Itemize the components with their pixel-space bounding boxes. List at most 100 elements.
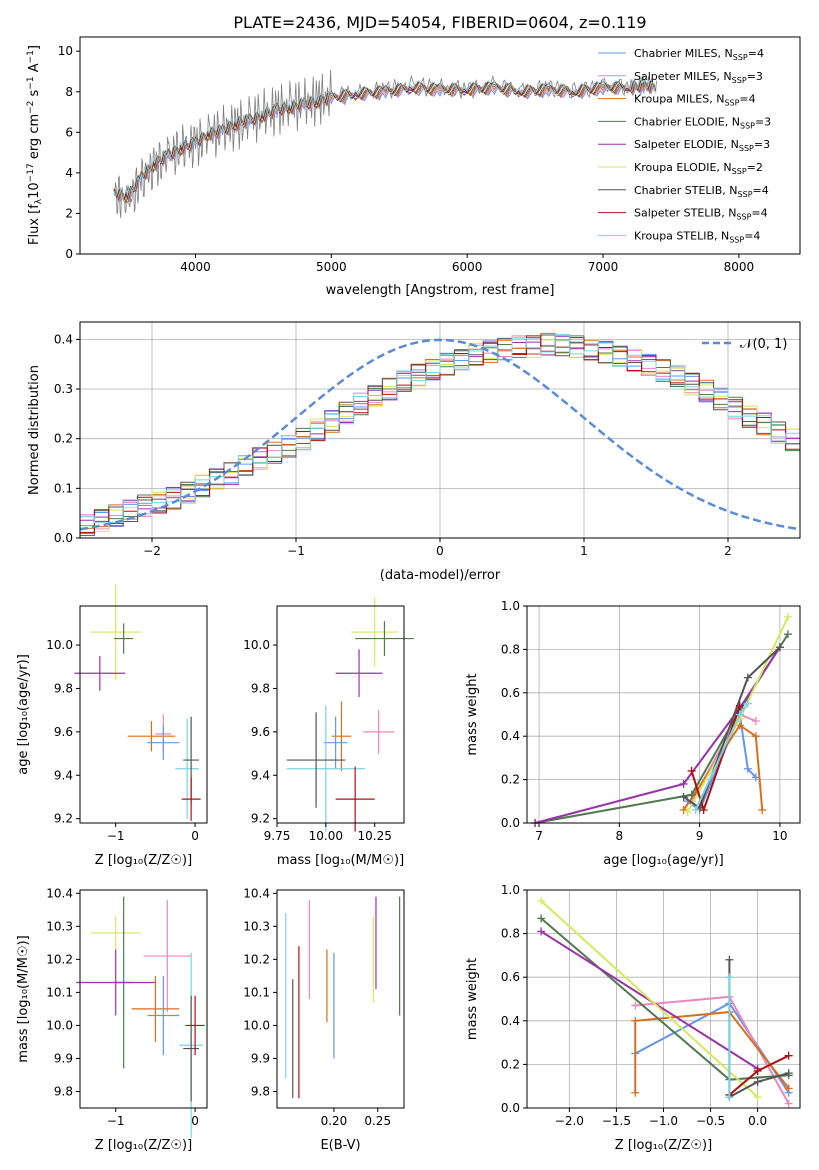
y-tick-label: 0.4 [54,332,73,346]
legend-label-5: Salpeter ELODIE, NSSP=3 [634,138,770,153]
y-tick-label: 0.1 [54,481,73,495]
weight-marker [751,732,760,741]
y-tick-label: 9.2 [54,812,73,826]
legend-label-7: Chabrier STELIB, NSSP=4 [634,184,769,199]
x-tick-label: 7000 [588,260,619,274]
panel-xlabel: Z [log₁₀(Z/Z☉)] [95,1138,192,1153]
weight-marker [743,699,752,708]
y-tick-label: 0.8 [501,642,520,656]
weight-marker [725,1093,734,1102]
legend-label-8: Salpeter STELIB, NSSP=4 [634,207,768,222]
x-tick-label: 0 [191,829,199,843]
x-tick-label: −1 [107,829,125,843]
panel-frame [526,605,801,824]
y-tick-label: 10.1 [243,985,270,999]
y-tick-label: 10 [58,44,73,58]
weight-marker [679,805,688,814]
residual-xlabel: (data-model)/error [380,568,501,583]
massweight-vs-age-panel: 7 8 9 10 0.0 0.2 0.4 0.6 0.8 1.0 age [log₁₀(age/yr… [465,599,801,868]
y-tick-label: 9.4 [54,768,73,782]
x-tick-label: −1 [107,1114,125,1128]
weight-marker [691,805,700,814]
x-tick-label: 1 [580,544,588,558]
x-tick-label: 10 [772,829,787,843]
panel-frame [276,889,405,1109]
x-tick-label: −1.0 [649,1114,678,1128]
y-tick-label: 0.0 [54,531,73,545]
x-tick-label: 8 [616,829,624,843]
x-tick-label: 10.00 [309,829,343,843]
x-tick-label: −2 [143,544,161,558]
spectrum-frame [79,36,801,255]
weight-marker [775,643,784,652]
weight-marker [537,927,546,936]
weight-line-7 [683,646,781,810]
panel-frame [79,605,208,824]
y-tick-label: 2 [65,206,73,220]
weight-marker [725,973,734,982]
mass-vs-z-panel: −1 0 9.8 9.9 10.0 10.1 10.2 10.3 10.4 Z [log₁₀(Z/… [16,886,208,1153]
y-tick-label: 0 [65,247,73,261]
age-vs-z-panel: −1 0 9.2 9.4 9.6 9.8 10.0 Z [log₁₀(Z/Z☉)] age [l… [16,584,208,868]
weight-line-3 [634,1011,790,1093]
model-spectrum-9 [113,77,657,200]
x-tick-label: 0.20 [321,1114,348,1128]
spectrum-title: PLATE=2436, MJD=54054, FIBERID=0604, z=0… [233,13,646,32]
spectrum-legend: Chabrier MILES, NSSP=4 Salpeter MILES, NS… [598,47,771,244]
residual-panel: −2 −1 0 1 2 0.0 0.1 0.2 0.3 0.4 (data-model)/erro… [27,321,801,583]
y-tick-label: 1.0 [501,883,520,897]
y-tick-label: 0.4 [501,1014,520,1028]
weight-marker [725,955,734,964]
age-vs-mass-panel: 9.75 10.00 10.25 9.2 9.4 9.6 9.8 10.0 mass [log₁… [243,597,414,868]
legend-label-9: Kroupa STELIB, NSSP=4 [634,229,760,244]
x-tick-label: 5000 [316,260,347,274]
y-tick-label: 9.9 [251,1051,270,1065]
panel-ylabel: mass weight [465,958,480,1040]
y-tick-label: 10.0 [243,1018,270,1032]
x-tick-label: 9.75 [264,829,291,843]
y-tick-label: 1.0 [501,599,520,613]
weight-marker [683,808,692,817]
weight-marker [743,673,752,682]
weight-marker [783,612,792,621]
weight-marker [784,1099,793,1108]
weight-marker [631,1016,640,1025]
weight-marker [784,1051,793,1060]
legend-label-6: Kroupa ELODIE, NSSP=2 [634,161,763,176]
y-tick-label: 10.3 [243,919,270,933]
weight-marker [753,1066,762,1075]
panel-ylabel: mass weight [465,673,480,755]
panel-xlabel: mass [log₁₀(M/M☉)] [277,853,404,868]
massweight-vs-z-panel: −2.0 −1.5 −1.0 −0.5 0.0 0.0 0.2 0.4 0.6 0.8 1.0 Z [… [465,883,801,1153]
panel-xlabel: Z [log₁₀(Z/Z☉)] [615,1138,712,1153]
y-tick-label: 9.8 [54,681,73,695]
weight-marker [735,710,744,719]
y-tick-label: 9.9 [54,1051,73,1065]
legend-label-2: Salpeter MILES, NSSP=3 [634,70,763,85]
spectrum-panel: PLATE=2436, MJD=54054, FIBERID=0604, z=0… [26,13,801,298]
weight-marker [784,1084,793,1093]
x-tick-label: 4000 [180,260,211,274]
x-tick-label: −1.5 [602,1114,631,1128]
x-tick-label: −1 [287,544,305,558]
y-tick-label: 9.8 [54,1084,73,1098]
histogram-9 [80,333,800,524]
weight-marker [751,717,760,726]
weight-marker [758,805,767,814]
y-tick-label: 0.8 [501,927,520,941]
y-tick-label: 10.2 [46,952,73,966]
y-tick-label: 9.2 [251,812,270,826]
weight-marker [679,779,688,788]
y-tick-label: 9.6 [251,725,270,739]
weight-marker [687,790,696,799]
x-tick-label: 6000 [452,260,483,274]
y-tick-label: 0.0 [501,816,520,830]
weight-marker [687,766,696,775]
y-tick-label: 0.4 [501,729,520,743]
y-tick-label: 9.8 [251,681,270,695]
y-tick-label: 10.2 [243,952,270,966]
mass-vs-ebv-panel: 0.20 0.25 9.8 9.9 10.0 10.1 10.2 10.3 10.4 E(B-V) [243,886,405,1153]
panel-ylabel: age [log₁₀(age/yr)] [16,654,31,775]
panel-xlabel: age [log₁₀(age/yr)] [603,853,724,868]
